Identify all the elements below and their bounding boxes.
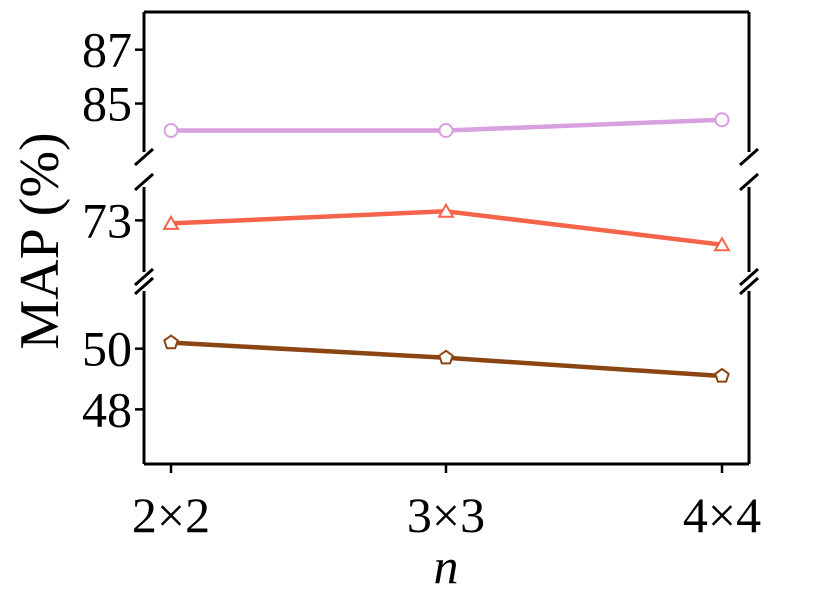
- data-point: [714, 367, 730, 383]
- y-tick-label: 85: [82, 76, 132, 132]
- axis-break-mark-left-1-2: [134, 172, 154, 192]
- data-point: [714, 112, 730, 128]
- data-point: [713, 236, 731, 252]
- x-tick-label: 3×3: [407, 487, 485, 543]
- y-tick-label: 50: [82, 321, 132, 377]
- data-point: [438, 122, 454, 138]
- y-tick-label: 73: [82, 192, 132, 248]
- x-tick-label: 4×4: [683, 487, 761, 543]
- axis-break-mark-right-1-2: [739, 172, 759, 192]
- labels: MAP (%) n: [9, 132, 459, 594]
- y-axis-title: MAP (%): [9, 132, 71, 349]
- y-tick-label: 48: [82, 381, 132, 437]
- data-point: [163, 334, 179, 350]
- data-point: [162, 214, 180, 230]
- axis-break-mark-left-2-2: [134, 276, 154, 296]
- x-tick-label: 2×2: [132, 487, 210, 543]
- axis-break-mark-right-1-1: [739, 147, 759, 167]
- axis-break-mark-right-2-1: [739, 267, 759, 287]
- x-axis-title: n: [434, 538, 459, 594]
- axis-break-mark-left-2-1: [134, 267, 154, 287]
- y-tick-label: 87: [82, 22, 132, 78]
- axis-break-mark-right-2-2: [739, 276, 759, 296]
- data-point: [437, 202, 455, 218]
- data-point: [438, 349, 454, 365]
- series-layer: [162, 112, 731, 383]
- data-point: [163, 122, 179, 138]
- axis-break-mark-left-1-1: [134, 147, 154, 167]
